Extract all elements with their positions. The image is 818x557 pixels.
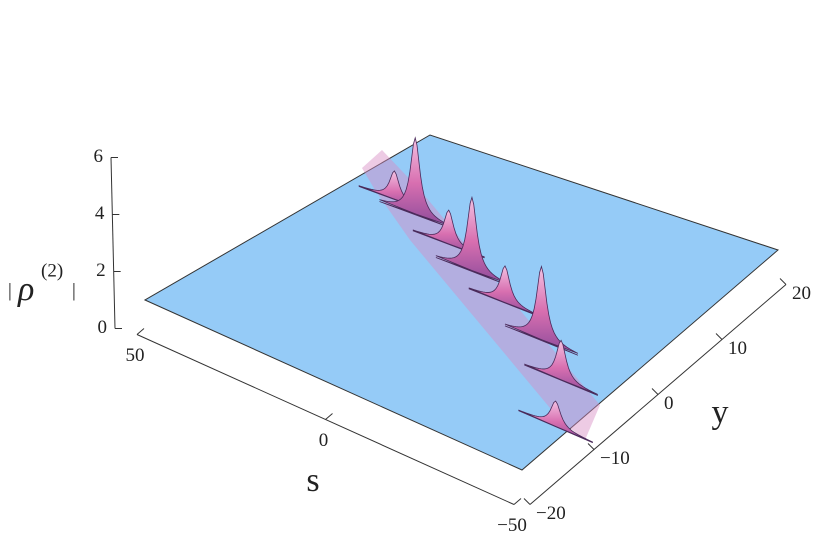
peak <box>518 400 594 444</box>
y-tick <box>651 388 659 395</box>
z-axis-title: | ρ (2) | <box>8 260 76 307</box>
y-tick <box>715 333 723 340</box>
s-tick <box>513 498 522 505</box>
s-tick <box>325 413 333 420</box>
z-tick-label: 0 <box>98 317 108 338</box>
y-tick <box>523 498 531 505</box>
peak <box>504 264 579 356</box>
z-tick-label: 2 <box>96 260 106 281</box>
s-tick <box>136 328 145 335</box>
peak <box>468 265 542 318</box>
y-tick-label: 10 <box>728 338 747 359</box>
peak <box>435 195 509 286</box>
y-tick-label: 0 <box>664 393 674 414</box>
x-axis-title: s <box>306 462 319 499</box>
z-tick-label: 4 <box>95 203 105 224</box>
y-axis-title: y <box>712 394 729 431</box>
ridge-fringe <box>362 150 600 440</box>
peak <box>524 339 599 396</box>
peak <box>379 136 452 229</box>
y-tick-label: −20 <box>536 503 566 524</box>
z-title-bar: | <box>8 280 12 301</box>
y-tick <box>779 278 787 285</box>
surface-plane <box>143 134 779 471</box>
z-title-sup: (2) <box>41 260 63 281</box>
s-tick-label: −50 <box>497 515 527 536</box>
y-tick <box>587 443 595 450</box>
z-title-bar: | <box>72 280 76 301</box>
y-tick-label: 20 <box>792 283 811 304</box>
z-title-symbol: ρ <box>17 271 34 308</box>
z-axis-line <box>110 157 116 329</box>
s-tick-label: 0 <box>319 430 329 451</box>
z-tick-label: 6 <box>94 146 104 167</box>
y-tick-label: −10 <box>600 448 630 469</box>
s-tick-label: 50 <box>126 345 145 366</box>
